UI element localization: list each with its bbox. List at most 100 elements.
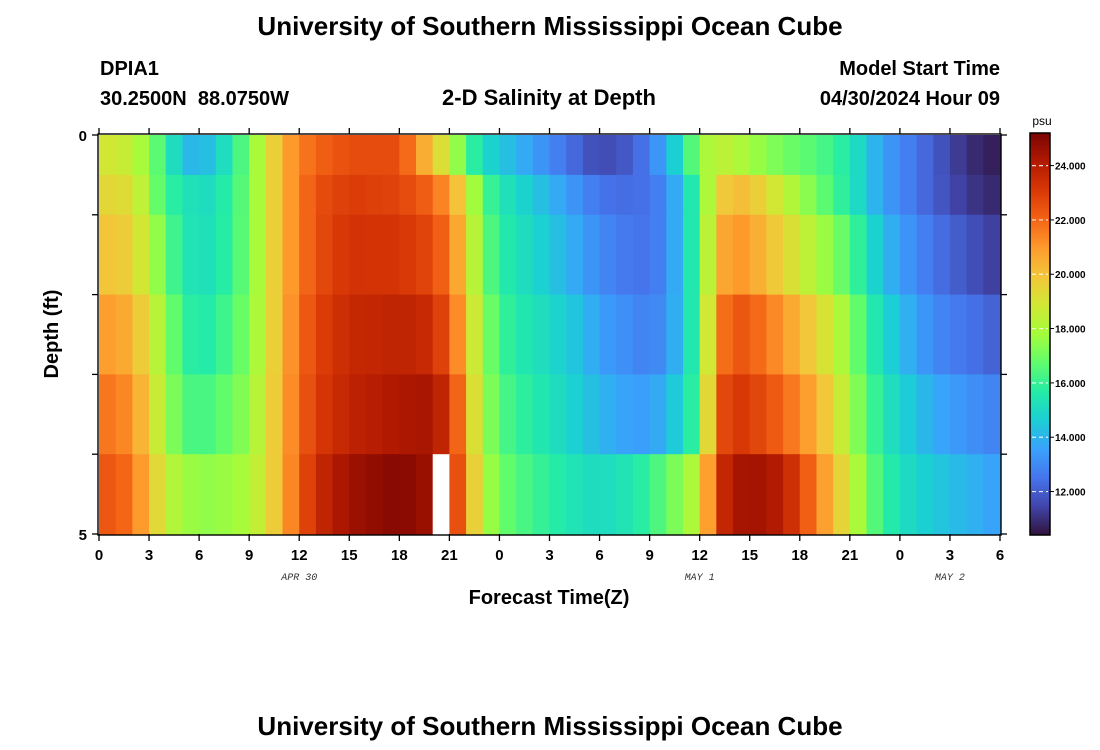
heatmap-cell bbox=[983, 135, 1001, 176]
heatmap-cell bbox=[115, 454, 133, 535]
heatmap-cell bbox=[699, 174, 717, 216]
x-tick-label: 21 bbox=[441, 547, 458, 564]
chart-subtitle: 2-D Salinity at Depth bbox=[442, 85, 656, 110]
heatmap-cell bbox=[149, 294, 167, 375]
heatmap-cell bbox=[632, 374, 651, 455]
x-date-label: MAY 2 bbox=[935, 573, 965, 584]
heatmap-cell bbox=[349, 214, 367, 296]
heatmap-cell bbox=[382, 214, 400, 296]
heatmap-cell bbox=[933, 454, 951, 535]
x-tick-label: 18 bbox=[791, 547, 808, 564]
heatmap-cell bbox=[399, 454, 417, 535]
colorbar-tick-label: 12.000 bbox=[1055, 488, 1086, 499]
heatmap-cell bbox=[449, 135, 467, 176]
heatmap-cell bbox=[816, 374, 834, 455]
heatmap-cell bbox=[115, 214, 133, 296]
heatmap-cell bbox=[249, 454, 267, 535]
heatmap-cell bbox=[866, 174, 884, 216]
heatmap-cell bbox=[749, 294, 768, 375]
heatmap-cell bbox=[199, 174, 217, 216]
heatmap-cell bbox=[416, 374, 434, 455]
heatmap-cell bbox=[866, 135, 884, 176]
heatmap-cell bbox=[749, 374, 768, 455]
heatmap-cell bbox=[799, 174, 818, 216]
heatmap-cell bbox=[532, 174, 551, 216]
heatmap-cell bbox=[816, 214, 834, 296]
heatmap-cell bbox=[983, 374, 1001, 455]
heatmap-cell bbox=[532, 214, 551, 296]
heatmap-cell bbox=[916, 294, 934, 375]
heatmap-cell bbox=[682, 174, 701, 216]
x-tick-label: 15 bbox=[341, 547, 358, 564]
heatmap-cell bbox=[966, 294, 984, 375]
heatmap-cell bbox=[182, 374, 200, 455]
heatmap-cell bbox=[582, 374, 601, 455]
heatmap-cell bbox=[299, 374, 317, 455]
heatmap-cell bbox=[599, 214, 617, 296]
heatmap-cell bbox=[716, 294, 734, 375]
heatmap-cell bbox=[699, 214, 717, 296]
heatmap-cell bbox=[816, 174, 834, 216]
heatmap-cell bbox=[516, 454, 534, 535]
heatmap-cell bbox=[215, 454, 234, 535]
x-tick-label: 3 bbox=[145, 547, 153, 564]
heatmap-cell bbox=[849, 454, 868, 535]
heatmap-cell bbox=[582, 135, 601, 176]
x-tick-label: 0 bbox=[896, 547, 904, 564]
y-axis-title: Depth (ft) bbox=[41, 290, 63, 379]
heatmap-cell bbox=[883, 294, 901, 375]
heatmap-cell bbox=[733, 174, 751, 216]
heatmap-cell bbox=[199, 294, 217, 375]
heatmap-cell bbox=[416, 294, 434, 375]
heatmap-cell bbox=[182, 454, 200, 535]
station-id: DPIA1 bbox=[100, 58, 159, 80]
heatmap-cell bbox=[866, 294, 884, 375]
heatmap-cell bbox=[749, 214, 768, 296]
heatmap-cell bbox=[182, 294, 200, 375]
heatmap-cell bbox=[249, 294, 267, 375]
heatmap-cell bbox=[549, 135, 567, 176]
heatmap-cell bbox=[399, 294, 417, 375]
heatmap-cell bbox=[632, 135, 651, 176]
heatmap-cell bbox=[783, 454, 801, 535]
heatmap-cell bbox=[783, 135, 801, 176]
heatmap-cell bbox=[632, 214, 651, 296]
heatmap-cell bbox=[232, 374, 250, 455]
heatmap-cell bbox=[949, 374, 968, 455]
heatmap-cell bbox=[466, 374, 484, 455]
heatmap-cell bbox=[499, 174, 517, 216]
heatmap-cell bbox=[933, 374, 951, 455]
heatmap-cell bbox=[616, 294, 634, 375]
heatmap-cell bbox=[783, 374, 801, 455]
heatmap-cell bbox=[649, 174, 667, 216]
heatmap-cell bbox=[349, 374, 367, 455]
heatmap-cell bbox=[416, 454, 434, 535]
heatmap-cell bbox=[733, 374, 751, 455]
heatmap-cell bbox=[833, 135, 851, 176]
heatmap-cell bbox=[265, 294, 284, 375]
x-tick-label: 6 bbox=[996, 547, 1004, 564]
heatmap-cell bbox=[115, 294, 133, 375]
heatmap-cell bbox=[916, 174, 934, 216]
heatmap-cell bbox=[766, 294, 784, 375]
heatmap-cell bbox=[115, 174, 133, 216]
heatmap-cell bbox=[332, 135, 350, 176]
heatmap-cell bbox=[599, 174, 617, 216]
heatmap-cell bbox=[432, 214, 450, 296]
x-tick-label: 3 bbox=[946, 547, 954, 564]
heatmap-cell bbox=[299, 135, 317, 176]
footer-title: University of Southern Mississippi Ocean… bbox=[257, 711, 842, 741]
heatmap-cell bbox=[632, 294, 651, 375]
heatmap-cell bbox=[682, 135, 701, 176]
heatmap-cell bbox=[332, 294, 350, 375]
heatmap-cell bbox=[432, 374, 450, 455]
heatmap-cell bbox=[699, 454, 717, 535]
heatmap-cell bbox=[632, 454, 651, 535]
heatmap-cell bbox=[165, 214, 184, 296]
heatmap-cell bbox=[315, 214, 334, 296]
heatmap-cell bbox=[566, 374, 584, 455]
heatmap-cell bbox=[365, 374, 384, 455]
heatmap-cell bbox=[949, 294, 968, 375]
heatmap-cell bbox=[632, 174, 651, 216]
heatmap-cell bbox=[232, 294, 250, 375]
